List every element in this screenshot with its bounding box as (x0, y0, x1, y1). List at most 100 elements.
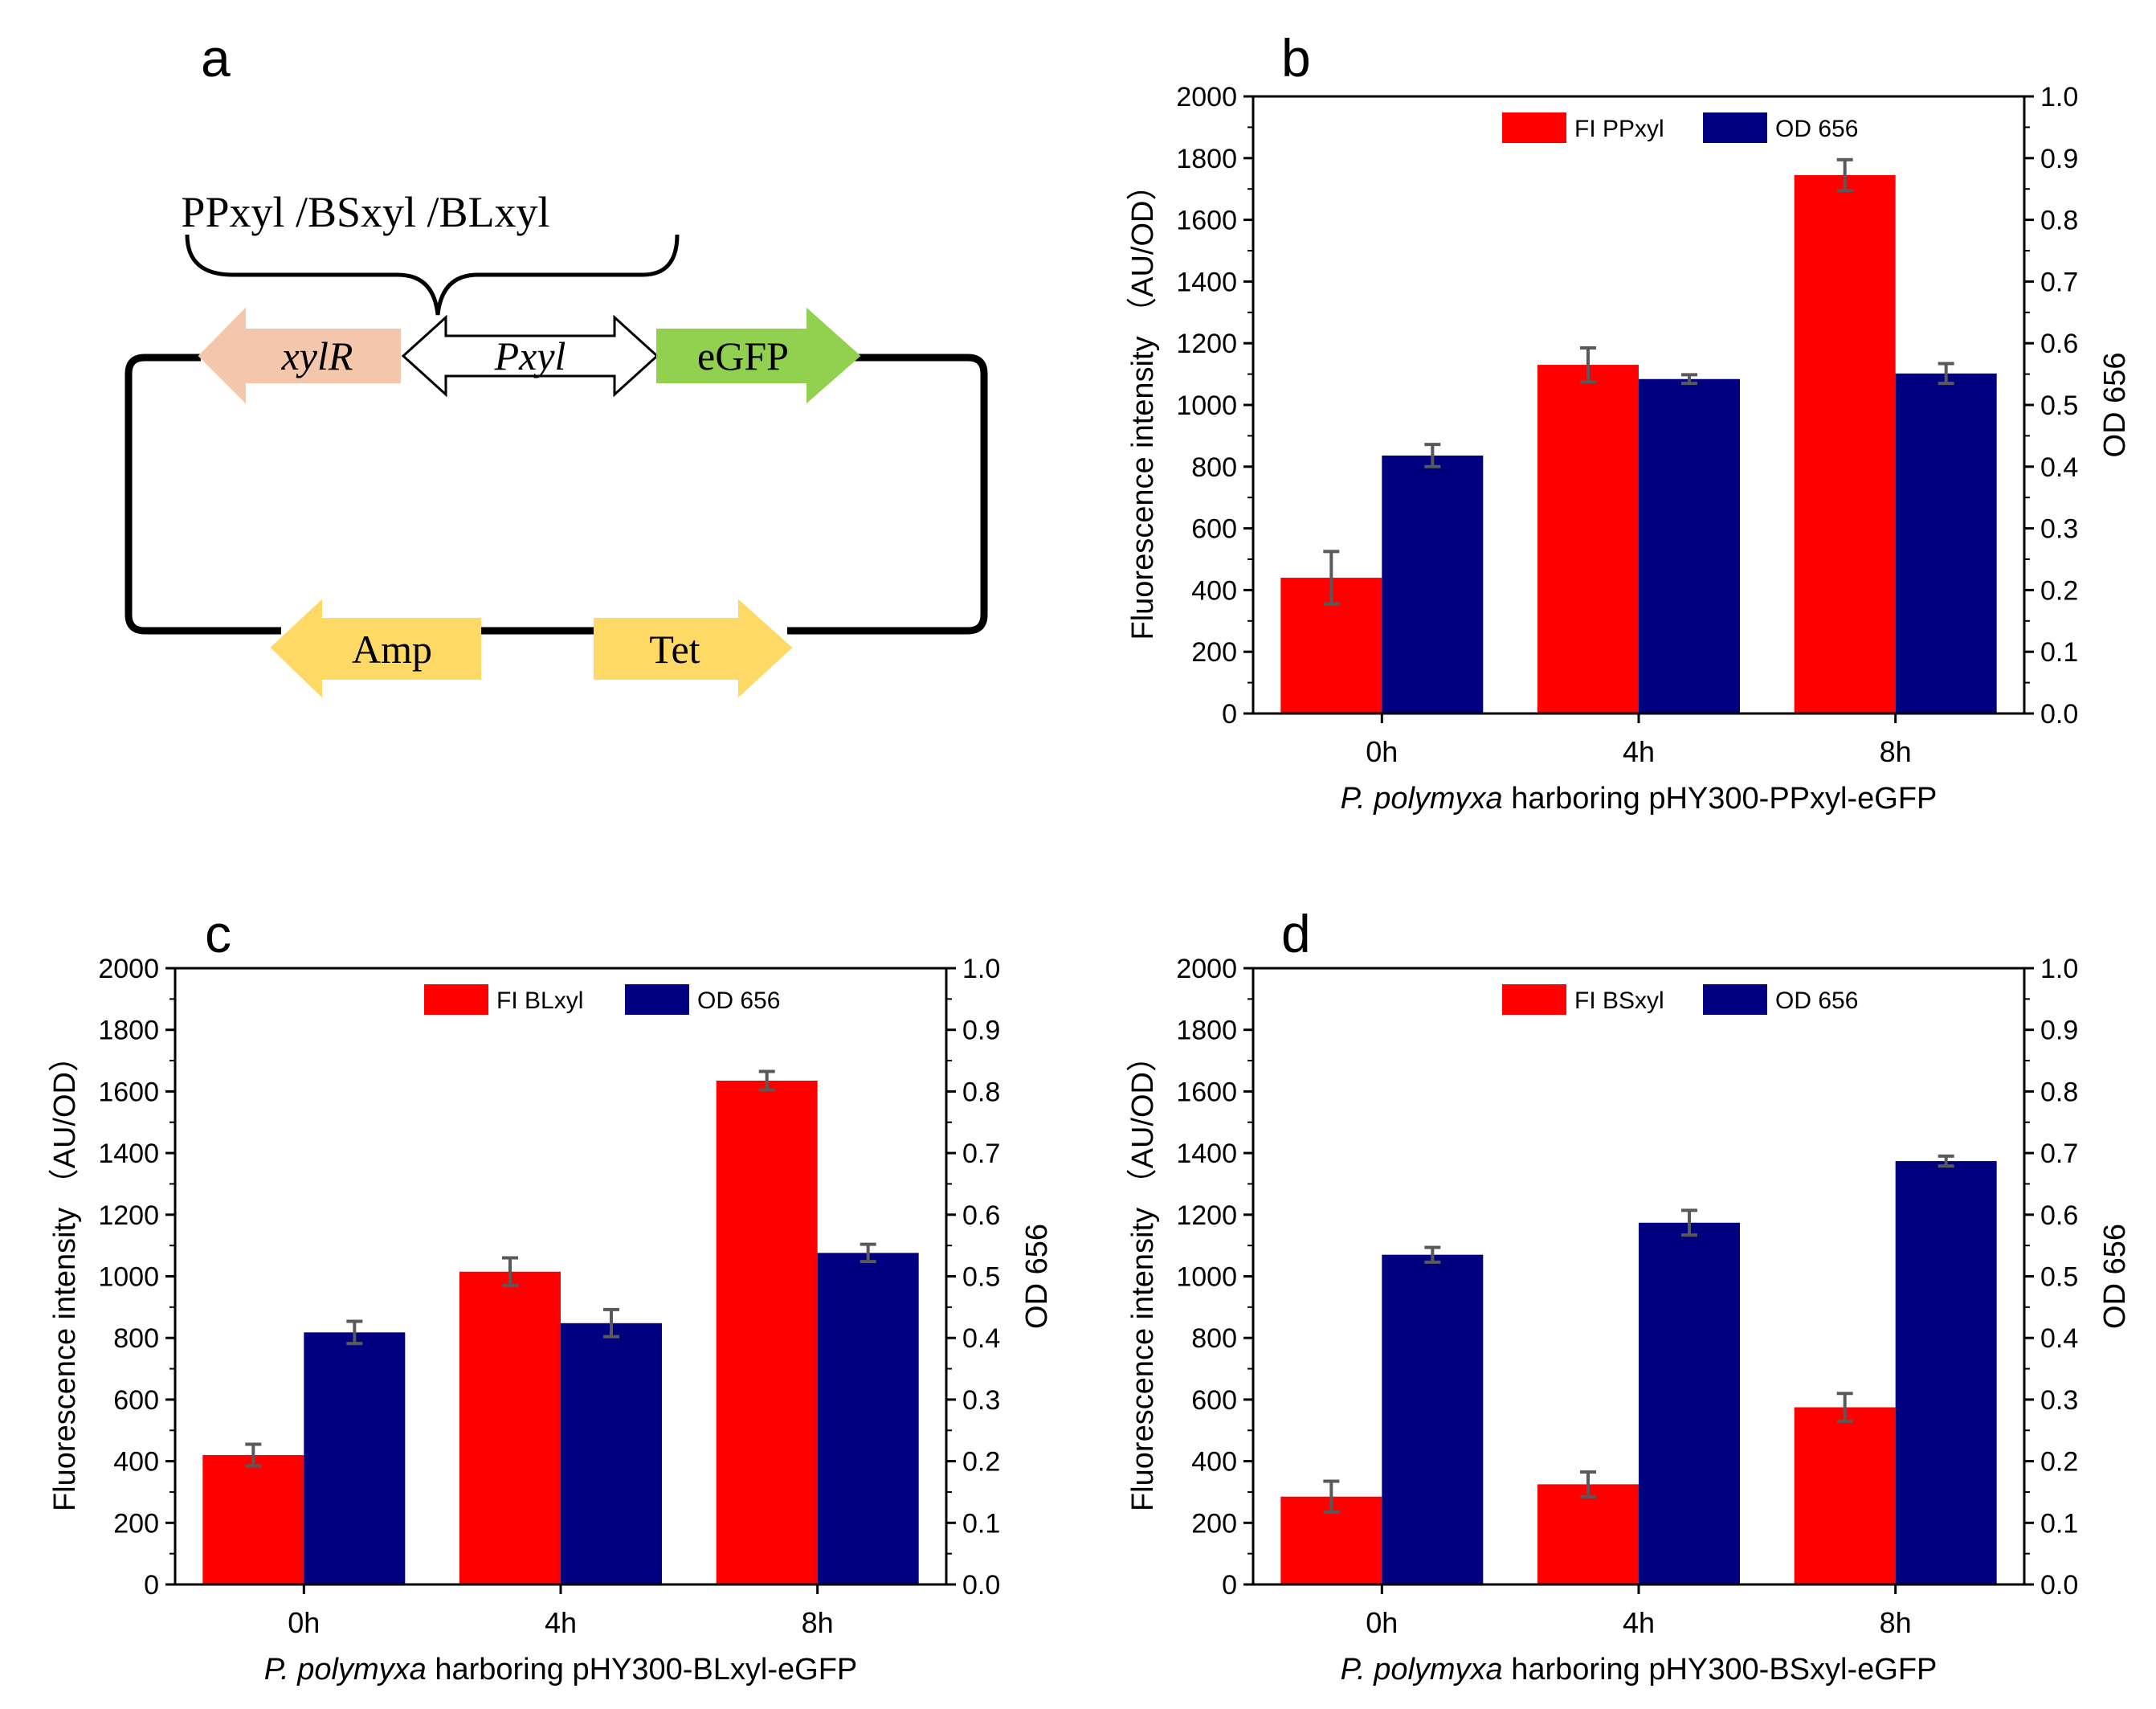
y-tick-label: 1000 (1176, 1262, 1237, 1293)
y2-tick-label: 0.0 (2040, 1570, 2078, 1601)
promoter-variants-label: PPxyl /BSxyl /BLxyl (181, 188, 549, 236)
bar-fi-8h (1794, 1407, 1896, 1584)
y2-tick-label: 0.6 (962, 1200, 1000, 1231)
y2-axis-title: OD 656 (2098, 353, 2132, 458)
legend-swatch-od (1703, 112, 1767, 143)
error-bar-od-4h (1681, 1208, 1697, 1237)
bar-fi-4h (1537, 365, 1639, 713)
legend-swatch-od (1703, 984, 1767, 1015)
error-bar-fi-8h (1836, 157, 1853, 193)
charts-container: b 0h 4h 8h 0 200 400 600 800 1000 1200 1400 1600 1800… (48, 28, 2132, 1687)
error-bar-fi-4h (1580, 345, 1596, 384)
y-axis-title: Fluorescence intensity （AU/OD） (1126, 170, 1160, 640)
legend-label-od: OD 656 (1775, 987, 1858, 1014)
y-tick-label: 1800 (98, 1016, 159, 1046)
y-tick-label: 2000 (1176, 954, 1237, 984)
x-tick-label: 4h (1623, 1606, 1655, 1639)
y2-tick-label: 0.4 (962, 1323, 1000, 1354)
y-tick-label: 400 (1191, 1447, 1237, 1478)
y-tick-label: 400 (113, 1447, 159, 1478)
x-tick-label: 8h (802, 1606, 834, 1639)
error-bar-od-4h (603, 1307, 619, 1339)
error-bar-fi-4h (502, 1256, 518, 1288)
x-tick-label: 0h (1366, 1606, 1398, 1639)
error-bar-od-8h (860, 1242, 876, 1264)
chart-d: d 0h 4h 8h 0 200 400 600 800 1000 1200 1400 1600 1800… (1126, 904, 2132, 1687)
y-tick-label: 600 (113, 1385, 159, 1416)
y-tick-label: 800 (1191, 1323, 1237, 1354)
y2-tick-label: 0.4 (2040, 1323, 2078, 1354)
x-tick-label: 4h (545, 1606, 577, 1639)
pxyl-promoter-arrow: Pxyl (401, 314, 659, 398)
xylR-gene-arrow: xylR (198, 307, 401, 404)
y-tick-label: 1400 (1176, 267, 1237, 297)
legend: FI BLxyl OD 656 (424, 984, 780, 1015)
x-tick-label: 8h (1880, 1606, 1912, 1639)
legend: FI PPxyl OD 656 (1502, 112, 1858, 143)
x-axis-title-species: P. polymyxa (1341, 1653, 1503, 1687)
y-tick-label: 1400 (98, 1139, 159, 1169)
error-bar-fi-4h (1580, 1470, 1596, 1498)
bar-od-4h (1639, 378, 1740, 713)
y2-tick-label: 0.6 (2040, 329, 2078, 359)
pxyl-label: Pxyl (494, 333, 566, 378)
y-tick-label: 600 (1191, 514, 1237, 545)
bar-od-4h (1639, 1222, 1740, 1584)
x-axis-title-rest: harboring pHY300-PPxyl-eGFP (1503, 782, 1938, 816)
y2-tick-label: 0.7 (2040, 1139, 2078, 1169)
promoter-brace (185, 234, 680, 316)
y2-tick-label: 0.2 (2040, 575, 2078, 606)
y-tick-label: 0 (1222, 699, 1237, 730)
legend-swatch-fi (1502, 984, 1566, 1015)
plasmid-backbone (125, 354, 988, 635)
y2-tick-label: 1.0 (2040, 82, 2078, 112)
x-axis-title-species: P. polymyxa (1341, 782, 1503, 816)
legend-label-fi: FI PPxyl (1574, 116, 1664, 142)
amp-label: Amp (352, 627, 432, 672)
bar-od-8h (817, 1253, 919, 1584)
error-bar-fi-0h (1323, 1479, 1340, 1514)
y2-tick-label: 0.9 (962, 1016, 1000, 1046)
y2-axis-title: OD 656 (1020, 1224, 1054, 1329)
y-tick-label: 1600 (98, 1077, 159, 1107)
error-bar-fi-0h (245, 1442, 262, 1468)
y-tick-label: 200 (1191, 1508, 1237, 1539)
egfp-label: eGFP (697, 333, 789, 378)
y-tick-label: 1200 (1176, 1200, 1237, 1231)
y2-tick-label: 0.2 (962, 1447, 1000, 1478)
amp-arrow-shape (270, 599, 481, 698)
y2-tick-label: 0.1 (962, 1508, 1000, 1539)
panel-a-letter: a (201, 28, 231, 88)
legend-label-fi: FI BLxyl (496, 987, 583, 1014)
legend-swatch-fi (1502, 112, 1566, 143)
y-tick-label: 1800 (1176, 144, 1237, 174)
y2-tick-label: 0.7 (2040, 267, 2078, 297)
y2-tick-label: 0.8 (2040, 1077, 2078, 1107)
chart-c: c 0h 4h 8h 0 200 400 600 800 1000 1200 1400 1600 1800… (48, 904, 1054, 1687)
x-axis-title: P. polymyxa harboring pHY300-PPxyl-eGFP (1341, 782, 1938, 816)
panel-c-letter: c (205, 904, 231, 963)
bar-od-8h (1895, 373, 1997, 713)
y-tick-label: 0 (144, 1570, 159, 1601)
y-tick-label: 1600 (1176, 1077, 1237, 1107)
y2-tick-label: 0.1 (2040, 637, 2078, 668)
egfp-arrow-shape (656, 307, 861, 404)
y2-tick-label: 0.2 (2040, 1447, 2078, 1478)
bar-od-4h (561, 1323, 662, 1584)
bar-od-0h (1382, 1254, 1484, 1584)
error-bar-od-0h (1424, 443, 1441, 468)
x-tick-label: 0h (288, 1606, 320, 1639)
y-axis-title: Fluorescence intensity （AU/OD） (1126, 1041, 1160, 1511)
legend: FI BSxyl OD 656 (1502, 984, 1858, 1015)
legend-swatch-fi (424, 984, 488, 1015)
y-tick-label: 800 (1191, 452, 1237, 483)
y2-tick-label: 0.4 (2040, 452, 2078, 483)
x-axis-title: P. polymyxa harboring pHY300-BSxyl-eGFP (1341, 1653, 1938, 1687)
y-tick-label: 0 (1222, 1570, 1237, 1601)
y-tick-label: 600 (1191, 1385, 1237, 1416)
y2-tick-label: 0.3 (2040, 514, 2078, 545)
y2-tick-label: 0.0 (2040, 699, 2078, 730)
y2-tick-label: 0.6 (2040, 1200, 2078, 1231)
egfp-gene-arrow: eGFP (656, 307, 861, 404)
y-tick-label: 1400 (1176, 1139, 1237, 1169)
